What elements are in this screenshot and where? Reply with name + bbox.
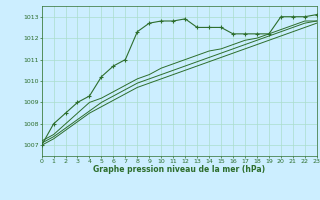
X-axis label: Graphe pression niveau de la mer (hPa): Graphe pression niveau de la mer (hPa): [93, 165, 265, 174]
